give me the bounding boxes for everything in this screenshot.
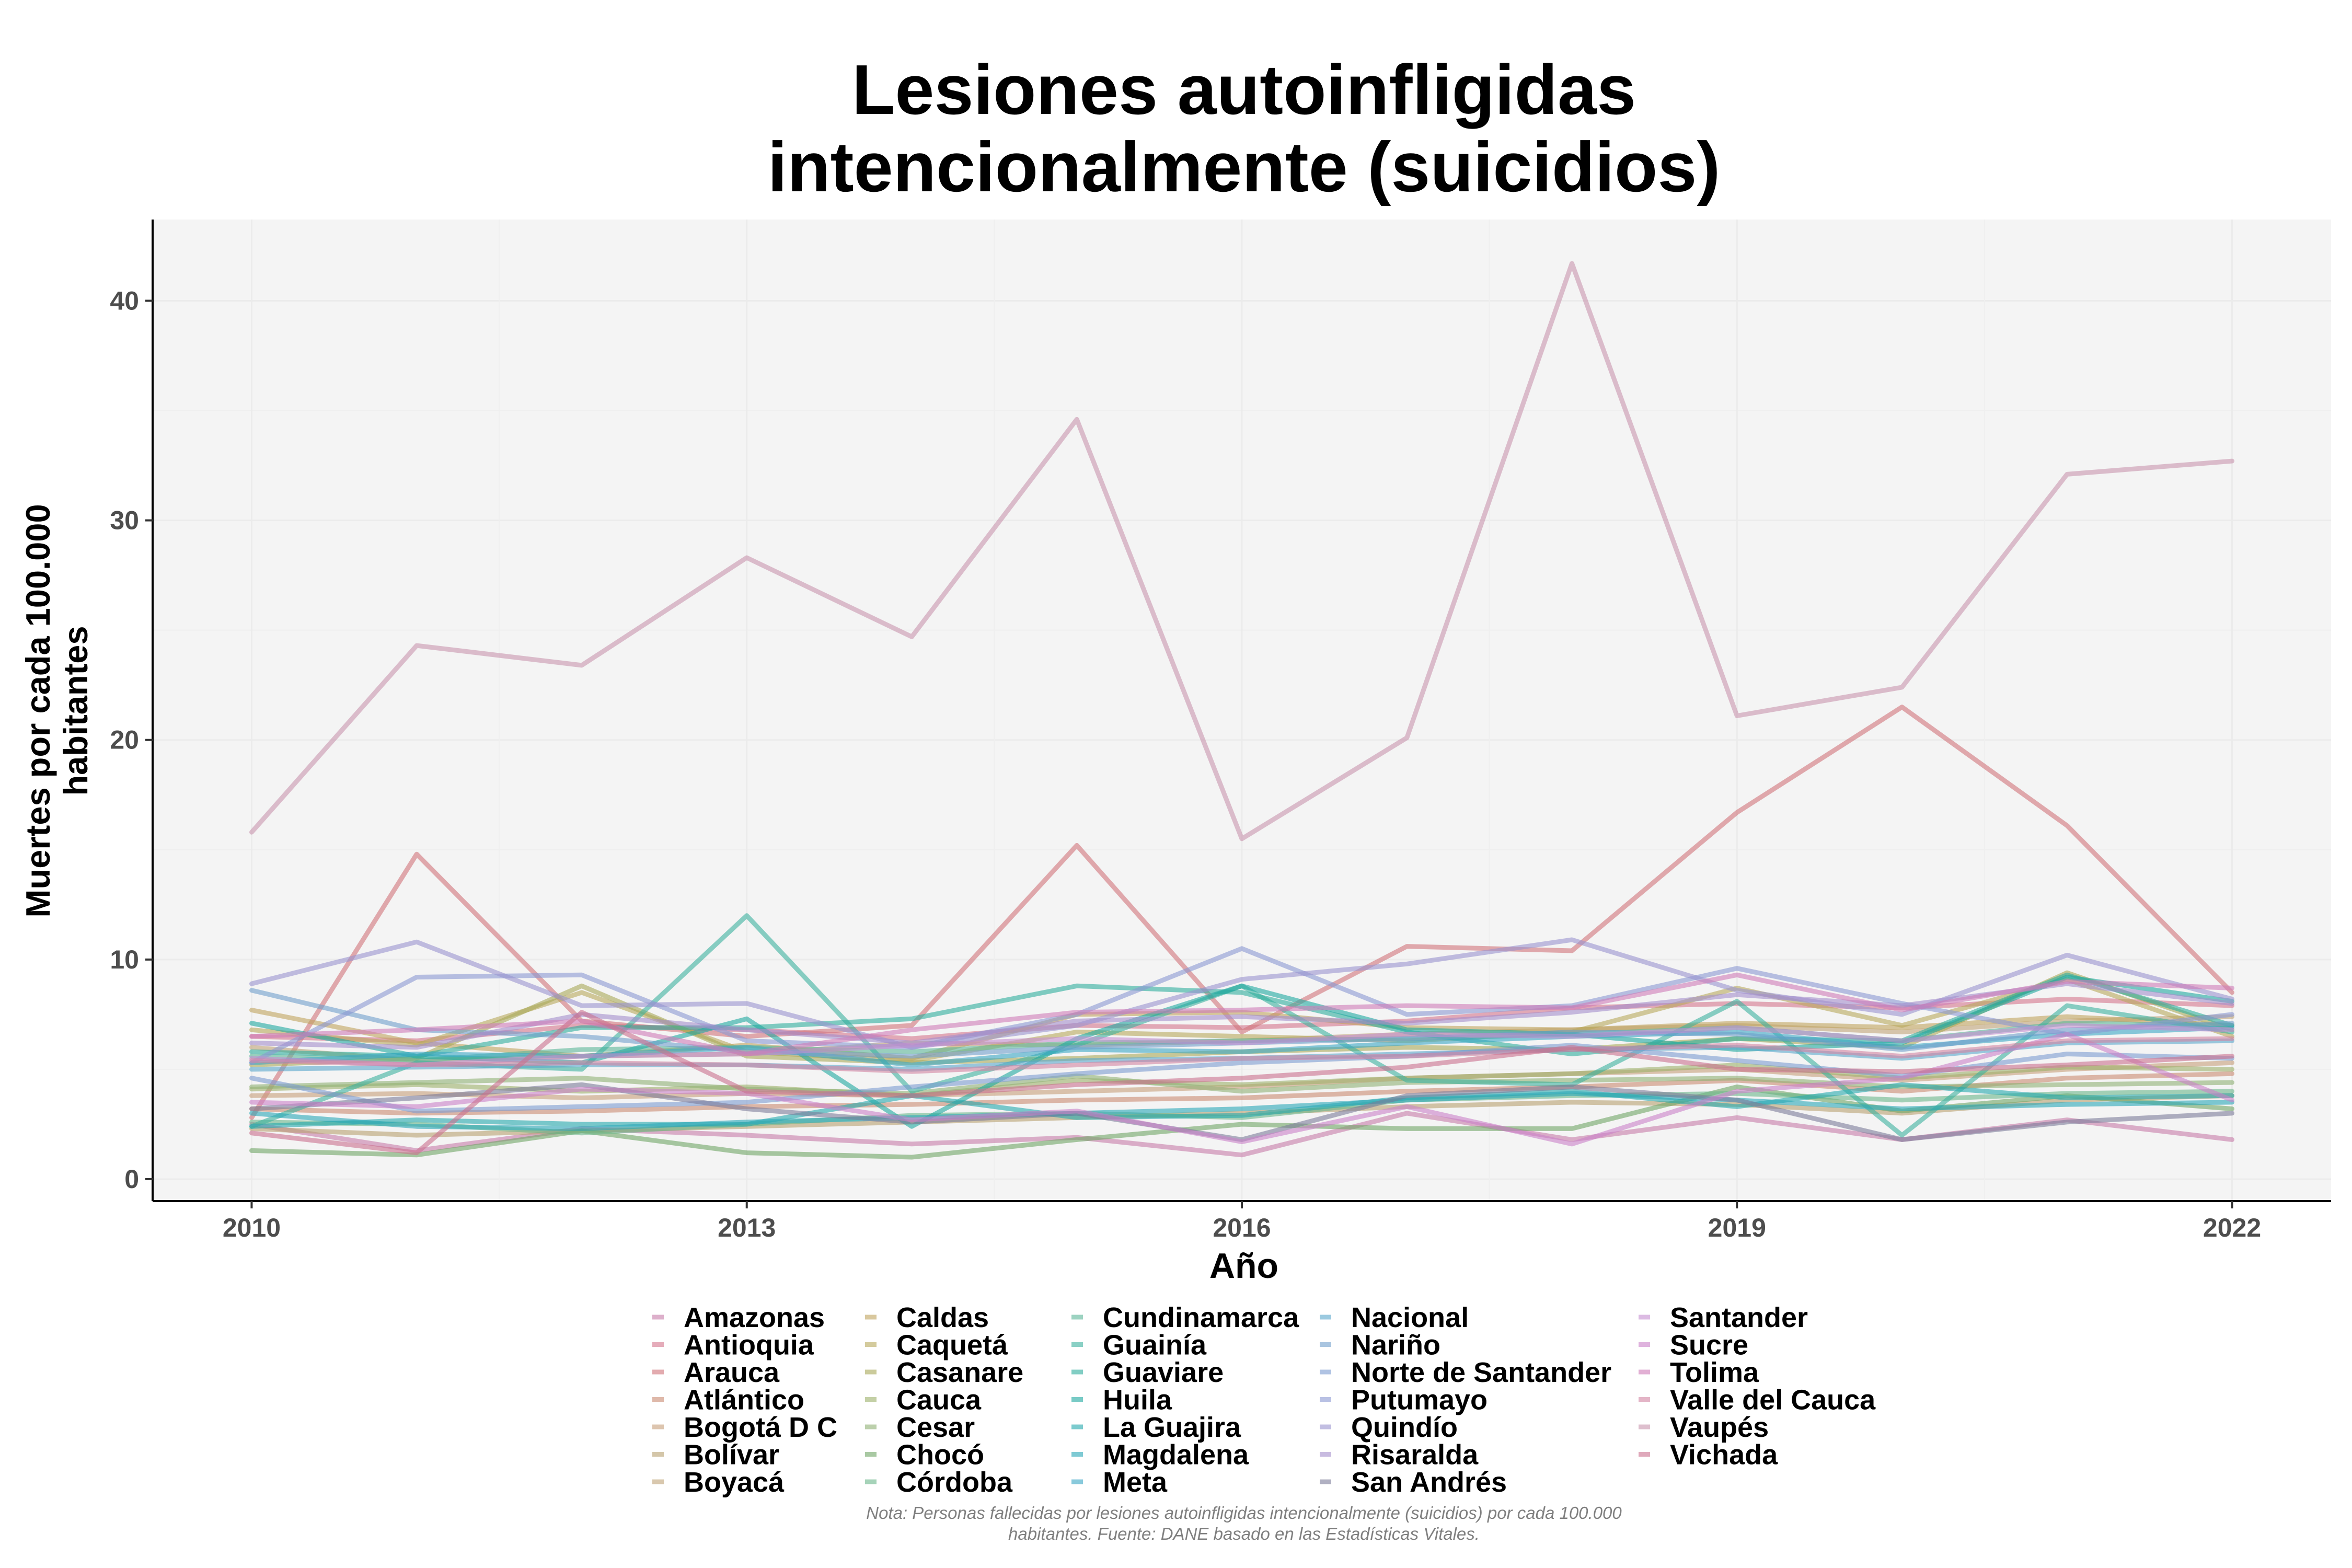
x-tick-label: 2013 — [718, 1213, 776, 1242]
series-line-santander — [249, 1023, 2234, 1067]
series-line-vichada — [249, 1010, 2234, 1156]
legend-label: Córdoba — [896, 1467, 1013, 1498]
legend-label: La Guajira — [1103, 1412, 1241, 1443]
legend-label: Caldas — [896, 1302, 989, 1333]
y-tick-label: 40 — [110, 286, 139, 315]
y-tick-label: 20 — [110, 725, 139, 755]
legend-label: Norte de Santander — [1351, 1357, 1611, 1388]
legend-label: San Andrés — [1351, 1467, 1507, 1498]
y-tick-label: 10 — [110, 945, 139, 974]
legend-label: Santander — [1670, 1302, 1808, 1333]
legend-label: Cauca — [896, 1385, 982, 1416]
series-line-sucre — [249, 1032, 2234, 1147]
series-line-caqueta — [249, 977, 2234, 1063]
footnote-line-2: habitantes. Fuente: DANE basado en las E… — [1008, 1524, 1480, 1543]
legend-label: Caquetá — [896, 1330, 1008, 1361]
x-tick-label: 2016 — [1213, 1213, 1271, 1242]
y-axis-title: Muertes por cada 100.000 habitantes — [19, 504, 95, 917]
x-axis-title: Año — [1209, 1246, 1278, 1286]
legend-label: Antioquia — [684, 1330, 814, 1361]
legend-label: Guaviare — [1103, 1357, 1224, 1388]
legend-label: Bogotá D C — [684, 1412, 837, 1443]
y-axis-title-line-2: habitantes — [56, 626, 95, 795]
legend-label: Putumayo — [1351, 1385, 1488, 1416]
x-tick-label: 2022 — [2203, 1213, 2261, 1242]
y-ticks: 0 10 20 30 40 — [110, 286, 153, 1194]
series-line-tolima — [249, 972, 2234, 1056]
legend-label: Huila — [1103, 1385, 1172, 1416]
legend-label: Nariño — [1351, 1330, 1440, 1361]
chart-title-line-2: intencionalmente (suicidios) — [768, 128, 1721, 206]
legend-label: Amazonas — [684, 1302, 825, 1333]
legend-label: Sucre — [1670, 1330, 1748, 1361]
series-line-la-guajira — [249, 1082, 2234, 1129]
series-layer — [249, 261, 2234, 1160]
x-tick-label: 2019 — [1708, 1213, 1766, 1242]
x-ticks: 2010 2013 2016 2019 2022 — [223, 1201, 2261, 1242]
x-tick-label: 2010 — [223, 1213, 281, 1242]
legend-label: Vichada — [1670, 1439, 1778, 1471]
legend-label: Magdalena — [1103, 1439, 1249, 1471]
footnote-line-1: Nota: Personas fallecidas por lesiones a… — [866, 1503, 1622, 1523]
series-line-valle-del-cauca — [249, 1036, 2234, 1074]
legend-label: Casanare — [896, 1357, 1023, 1388]
series-line-quindio — [249, 937, 2234, 1050]
legend-label: Meta — [1103, 1467, 1168, 1498]
legend-label: Atlántico — [684, 1385, 804, 1416]
legend-label: Cesar — [896, 1412, 975, 1443]
legend-label: Guainía — [1103, 1330, 1207, 1361]
legend-label: Risaralda — [1351, 1439, 1479, 1471]
series-line-atlantico — [249, 1071, 2234, 1116]
legend-label: Quindío — [1351, 1412, 1458, 1443]
chart-title-line-1: Lesiones autoinfligidas — [852, 50, 1636, 129]
legend-label: Cundinamarca — [1103, 1302, 1299, 1333]
legend-label: Arauca — [684, 1357, 780, 1388]
legend-label: Valle del Cauca — [1670, 1385, 1876, 1416]
y-axis-title-line-1: Muertes por cada 100.000 — [19, 504, 57, 917]
y-tick-label: 30 — [110, 506, 139, 535]
legend-label: Nacional — [1351, 1302, 1469, 1333]
legend-label: Chocó — [896, 1439, 984, 1471]
legend-label: Vaupés — [1670, 1412, 1769, 1443]
legend-label: Tolima — [1670, 1357, 1759, 1388]
series-line-magdalena — [249, 1091, 2234, 1131]
series-line-vaupes — [249, 261, 2234, 841]
grid — [153, 220, 2331, 1201]
legend-label: Bolívar — [684, 1439, 779, 1471]
y-tick-label: 0 — [124, 1165, 139, 1194]
legend-label: Boyacá — [684, 1467, 785, 1498]
